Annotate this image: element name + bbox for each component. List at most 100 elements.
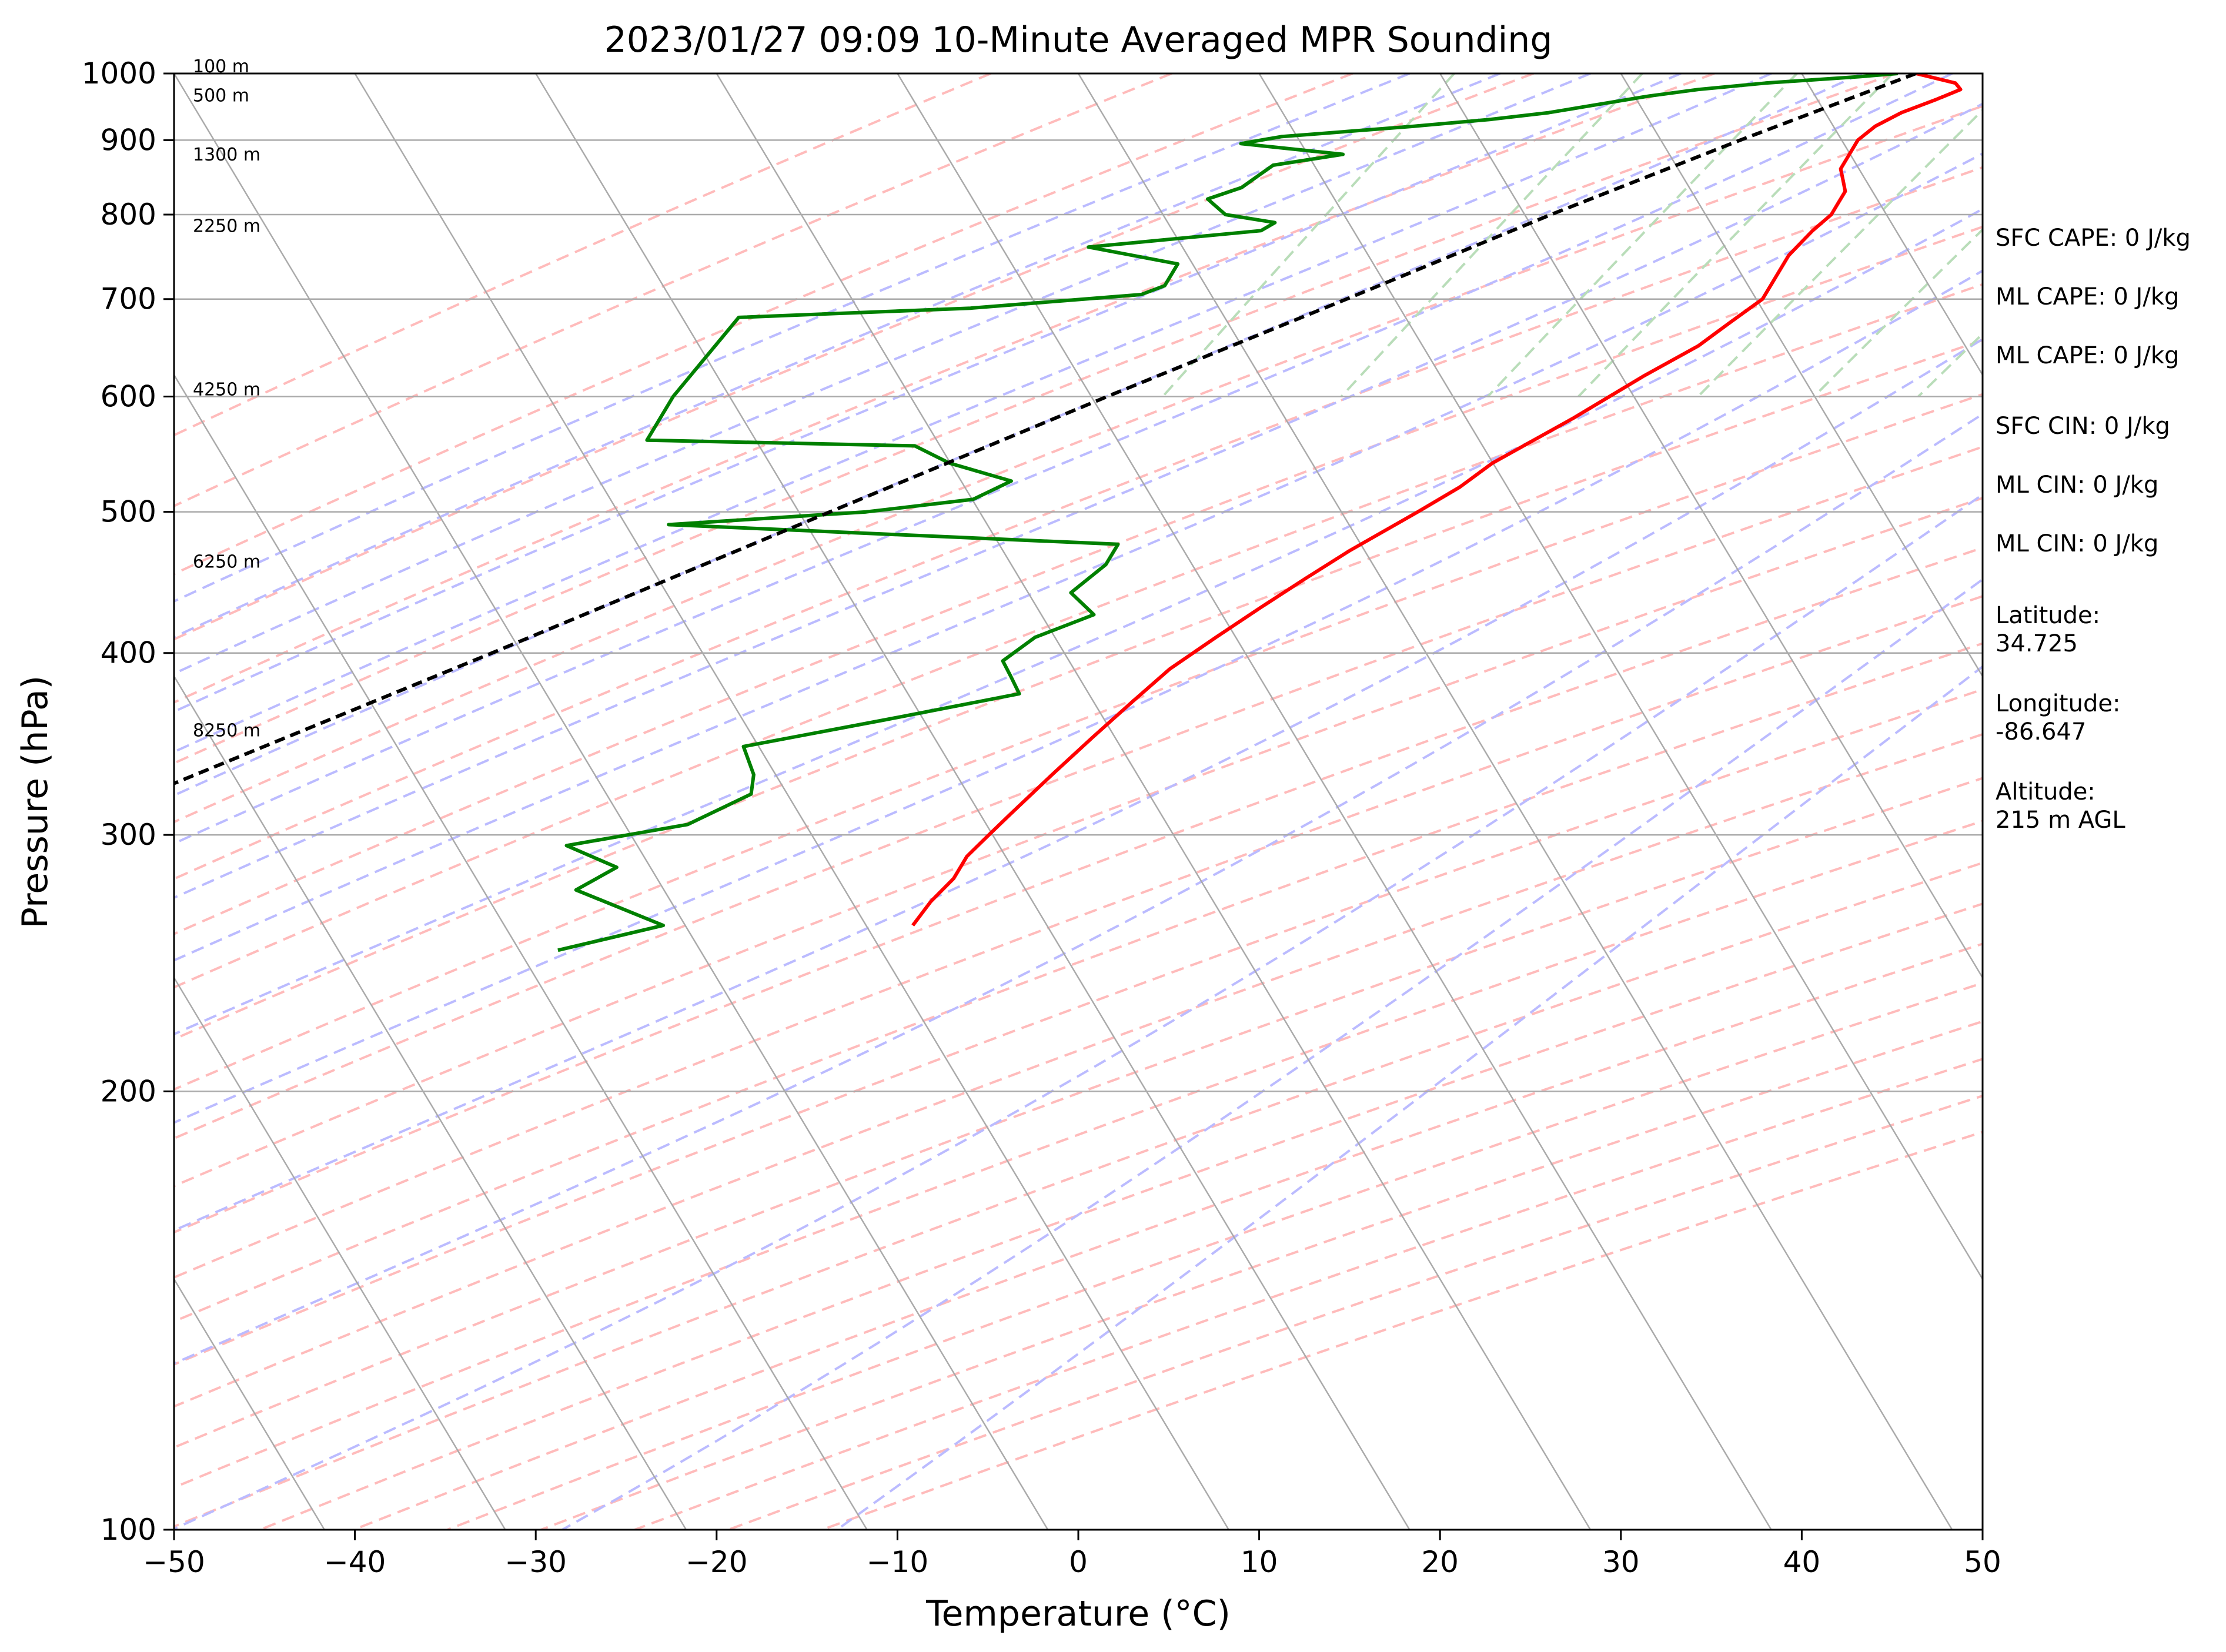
moist-adiabat [174,152,1983,962]
dry-adiabat [174,861,1983,1528]
moist-adiabat [174,337,1983,1232]
isotherm [174,674,687,1530]
dry-adiabat [174,73,1896,765]
y-axis-label: Pressure (hPa) [15,675,56,928]
mixing-ratio-line [1486,73,1798,397]
ml-cape-text: ML CAPE: 0 J/kg [1996,283,2179,310]
dry-adiabat [174,225,1983,935]
dry-adiabat [174,339,1983,1041]
isotherm [174,976,506,1530]
isotherm [897,73,1772,1530]
dry-adiabat [174,777,1983,1449]
x-tick-label: −10 [867,1545,929,1579]
isotherm [1258,73,1983,1281]
dry-adiabat [174,446,1983,1140]
dry-adiabat [174,105,1983,824]
height-label: 4250 m [193,380,260,400]
plot-frame [173,72,1984,1531]
x-tick-label: −50 [143,1545,205,1579]
moist-adiabat [174,412,1983,1365]
dry-adiabat [174,733,1983,1408]
dry-adiabat [174,393,1983,1091]
x-tick-label: −20 [686,1545,748,1579]
y-tick-label: 1000 [82,56,156,91]
dry-adiabat [540,1020,1983,1530]
x-tick-label: −40 [324,1545,386,1579]
isotherm [716,73,1592,1530]
sounding-lines [174,73,1963,952]
altitude-label: Altitude: [1996,778,2095,805]
x-tick-label: 10 [1241,1545,1278,1579]
latitude-value: 34.725 [1996,630,2078,657]
moist-adiabat [174,73,1953,845]
moist-adiabat [174,493,1983,1530]
moist-adiabat [174,73,1500,638]
isotherm [1077,73,1953,1530]
isotherm [354,73,1229,1530]
x-tick-label: 50 [1964,1545,2001,1579]
latitude-label: Latitude: [1996,602,2100,629]
x-tick-label: −30 [504,1545,567,1579]
isotherm [1620,73,1983,678]
dry-adiabat [259,902,1983,1530]
dry-adiabat [174,595,1983,1279]
mu-cape-text: ML CAPE: 0 J/kg [1996,342,2179,369]
sfc-cin-text: SFC CIN: 0 J/kg [1996,413,2170,440]
y-tick-label: 400 [101,636,156,670]
background-lines [174,73,2226,1530]
height-label: 2250 m [193,216,260,236]
dry-adiabat [174,166,1983,881]
isotherm [1801,73,1983,377]
mixing-ratio-line [1813,228,1983,397]
moist-adiabat [174,73,1863,797]
height-label: 500 m [193,86,249,106]
longitude-value: -86.647 [1996,718,2086,745]
dry-adiabat [174,496,1983,1188]
dry-adiabat [353,942,1983,1530]
chart-title: 2023/01/27 09:09 10-Minute Averaged MPR … [604,19,1553,61]
parcel-line [174,73,1917,785]
y-tick-label: 900 [101,123,156,157]
height-label: 6250 m [193,551,260,572]
dry-adiabat [174,73,1534,641]
y-tick-label: 700 [101,282,156,316]
x-tick-label: 30 [1602,1545,1640,1579]
y-tick-label: 300 [101,818,156,852]
longitude-label: Longitude: [1996,690,2120,717]
moist-adiabat [174,269,1983,1124]
moist-adiabat [174,208,1983,1036]
moist-adiabat [174,73,1411,603]
moist-adiabat [174,102,1983,899]
x-tick-label: 20 [1421,1545,1459,1579]
height-label: 8250 m [193,720,260,741]
y-tick-label: 200 [101,1074,156,1108]
dry-adiabat [174,688,1983,1366]
x-axis-label: Temperature (°C) [925,1593,1231,1634]
x-tick-label: 0 [1069,1545,1088,1579]
isotherm [535,73,1411,1530]
dry-adiabat [174,642,1983,1323]
mixing-ratio-line [1577,73,1894,397]
y-axis: 100 200 300 400 500 600 700 800 900 1000 [82,56,174,1547]
y-tick-label: 800 [101,198,156,232]
isotherm [1439,73,1983,979]
y-tick-label: 100 [101,1513,156,1547]
altitude-value: 215 m AGL [1996,807,2125,834]
mixing-ratio-line [1340,73,1643,397]
temperature-line [911,73,1963,927]
moist-adiabat [836,665,1983,1530]
ml-cin-text: ML CIN: 0 J/kg [1996,471,2158,499]
isotherm [174,1278,325,1530]
y-tick-label: 500 [101,495,156,529]
mu-cin-text: ML CIN: 0 J/kg [1996,530,2158,557]
sfc-cape-text: SFC CAPE: 0 J/kg [1996,225,2191,252]
dry-adiabat [174,73,1353,576]
moist-adiabat [174,73,1591,675]
x-tick-label: 40 [1783,1545,1821,1579]
mixing-ratio-line [2188,73,2226,397]
side-info: SFC CAPE: 0 J/kg ML CAPE: 0 J/kg ML CAPE… [1996,225,2191,834]
y-tick-label: 600 [101,380,156,414]
moist-adiabat [174,73,1772,754]
